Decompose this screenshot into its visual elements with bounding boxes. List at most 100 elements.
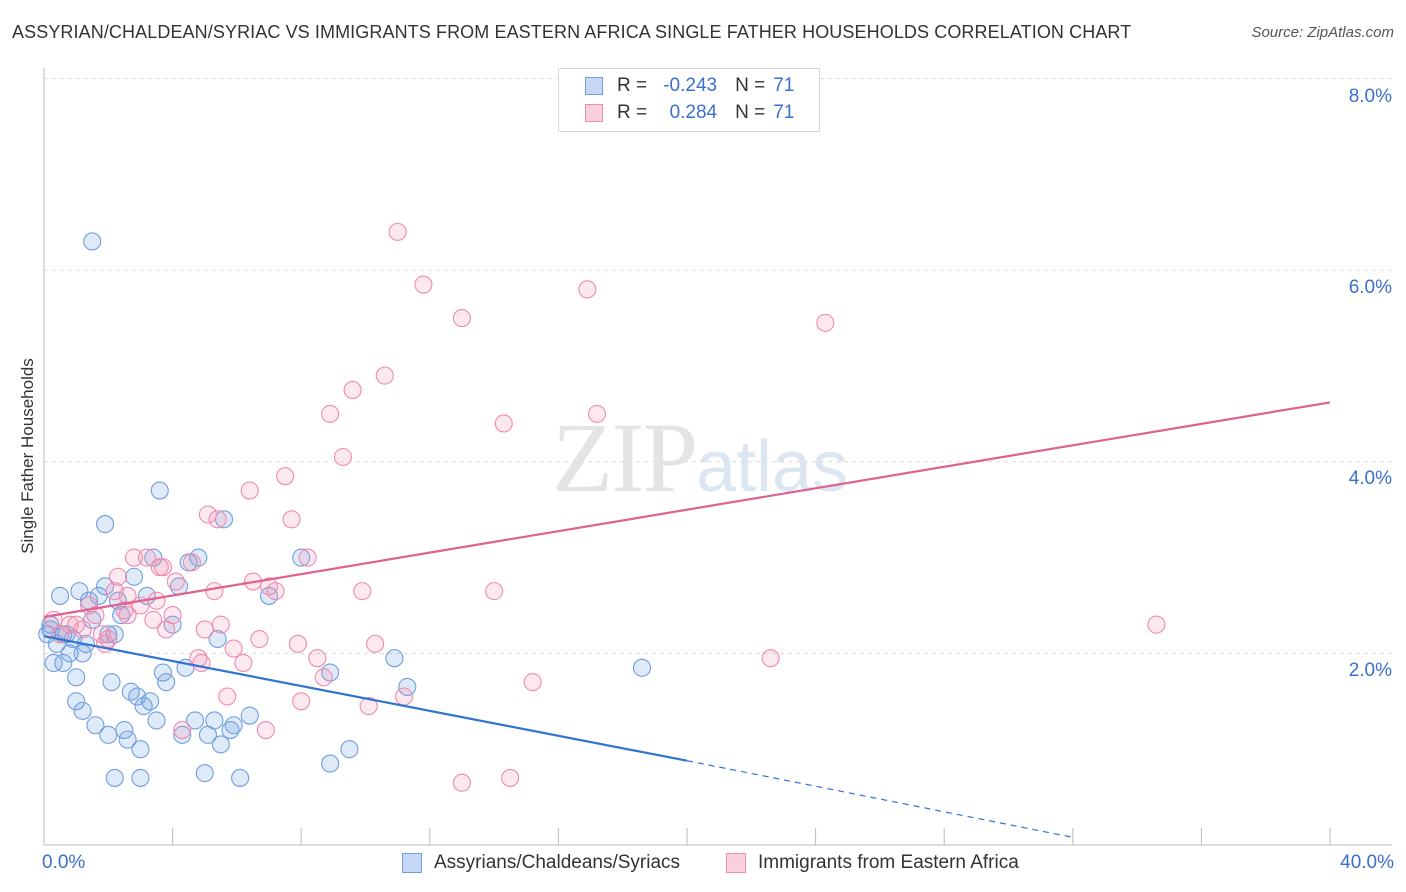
point-s1-48 [208,629,227,649]
point-s2-23 [173,720,192,740]
correlation-legend: R = -0.243 N = 71 R = 0.284 N = 71 [558,68,820,132]
point-s2-65 [761,649,780,668]
point-s2-28 [205,582,224,601]
point-s2-31 [218,687,237,706]
point-s2-59 [485,582,504,601]
point-s2-21 [163,606,182,625]
legend-swatch-assyrians [402,853,422,873]
point-s2-16 [137,548,156,567]
point-s1-19 [99,625,118,644]
point-s1-62 [632,658,652,677]
point-s1-61 [398,677,417,696]
point-s2-57 [452,309,472,328]
point-s2-45 [308,649,327,668]
point-s1-2 [44,653,63,673]
point-s2-36 [250,629,269,649]
point-s1-70 [144,548,163,567]
watermark-atlas: atlas [696,427,849,507]
legend-n-value-series1: 71 [773,75,795,96]
point-s2-46 [314,668,333,687]
grid-lines [44,78,1392,654]
point-s1-58 [321,754,340,773]
point-s1-69 [99,725,118,744]
legend-swatch-pink [585,104,603,122]
point-s2-55 [395,687,414,706]
point-s2-26 [195,620,214,639]
point-s1-43 [186,711,205,730]
chart-title: ASSYRIAN/CHALDEAN/SYRIAC VS IMMIGRANTS F… [12,22,1132,42]
point-s2-27 [198,505,218,524]
point-s2-51 [359,697,378,716]
point-s1-63 [83,232,102,251]
point-s1-64 [105,768,124,787]
legend-n-label: N = [735,102,766,123]
point-s2-14 [124,548,144,567]
y-tick-label-6: 6.0% [1348,277,1392,298]
legend-swatch-eastern-africa [726,853,746,873]
y-tick-label-8: 8.0% [1348,86,1392,107]
point-s2-17 [144,610,163,629]
point-s2-69 [153,558,173,577]
point-s2-24 [182,553,201,572]
watermark-zip: ZIP [552,402,698,513]
point-s1-34 [147,711,166,730]
point-s1-16 [86,716,105,735]
legend-r-label: R = [617,102,648,123]
y-tick-label-4: 4.0% [1348,468,1392,489]
point-s1-10 [67,692,86,711]
point-s1-7 [60,644,79,663]
point-s1-5 [54,653,73,673]
point-s2-50 [353,582,372,601]
point-s1-35 [150,481,169,500]
legend-n-value-series2: 71 [773,102,795,123]
point-s2-53 [375,366,394,385]
point-s2-67 [1147,615,1166,634]
point-s2-10 [108,567,127,586]
legend-row-series2: R = 0.284 N = 71 [585,101,794,125]
point-s2-56 [414,275,433,294]
legend-r-label: R = [617,75,648,96]
point-s1-11 [70,582,89,601]
point-s2-42 [288,634,308,653]
point-s2-12 [118,586,137,605]
series-assyrians-points [38,232,652,787]
point-s1-53 [231,768,250,787]
point-s2-64 [587,404,607,423]
point-s2-47 [321,404,340,423]
point-s2-33 [234,653,253,673]
point-s2-54 [388,222,407,241]
x-tick-label-max: 40.0% [1340,852,1394,873]
point-s2-34 [240,481,259,500]
point-s1-60 [385,649,404,668]
point-s2-61 [501,768,520,787]
legend-item-assyrians: Assyrians/Chaldeans/Syriacs [402,852,680,874]
point-s1-12 [73,701,92,720]
point-s2-40 [276,467,295,486]
point-s1-54 [240,706,259,725]
legend-r-value-series1: -0.243 [663,75,718,96]
point-s2-39 [266,582,285,601]
legend-r-value-series2: 0.284 [669,102,718,123]
point-s1-49 [211,735,230,754]
point-s1-20 [102,673,121,692]
series-eastern-africa-points [44,222,1166,792]
point-s1-36 [153,663,173,682]
point-s2-18 [147,591,166,610]
point-s2-60 [494,414,513,433]
point-s2-62 [523,673,542,692]
point-s2-37 [256,720,275,740]
point-s2-13 [118,606,137,625]
trend-line-assyrians-extrapolated [686,760,1073,838]
point-s1-40 [173,725,192,744]
source-credit: Source: ZipAtlas.com [1251,24,1394,41]
y-tick-label-2: 2.0% [1348,660,1392,681]
point-s2-44 [298,548,317,567]
legend-label-eastern-africa: Immigrants from Eastern Africa [758,852,1019,873]
point-s2-49 [343,380,362,400]
point-s2-6 [86,606,105,625]
point-s2-66 [816,313,835,332]
series-legend: Assyrians/Chaldeans/Syriacs Immigrants f… [0,852,1406,878]
point-s1-9 [67,668,86,687]
legend-n-label: N = [735,75,766,96]
point-s2-32 [224,639,243,658]
